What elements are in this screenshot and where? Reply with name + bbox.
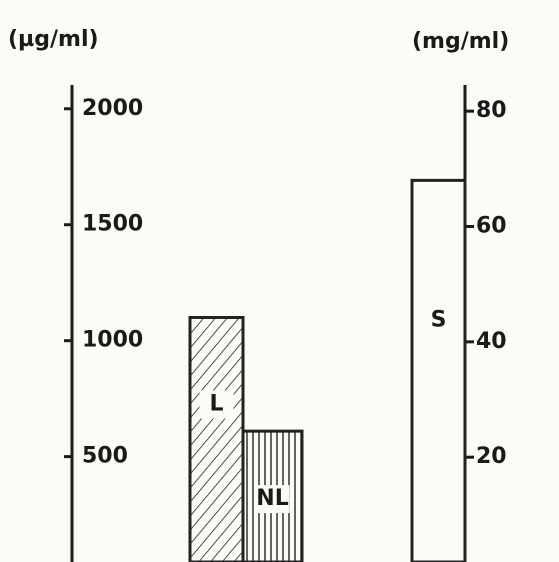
y2-tick-label: 80 bbox=[476, 98, 507, 123]
y-tick-label: 2000 bbox=[82, 96, 143, 121]
y2-tick-label: 40 bbox=[476, 329, 507, 354]
bar-label: L bbox=[209, 391, 223, 416]
y-axis-label: (µg/ml) bbox=[8, 27, 99, 52]
y-tick-label: 1500 bbox=[82, 212, 143, 237]
y2-tick-label: 20 bbox=[476, 444, 507, 469]
bar-label: S bbox=[431, 307, 447, 332]
y-tick-label: 1000 bbox=[82, 328, 143, 353]
y2-tick-label: 60 bbox=[476, 214, 507, 239]
bar bbox=[412, 180, 465, 562]
bar-label: NL bbox=[256, 486, 288, 511]
y-tick-label: 500 bbox=[82, 444, 128, 469]
chart: (µg/ml) (mg/ml) 500 1000 1500 2000 20 40 60 80 L… bbox=[0, 0, 559, 562]
bar bbox=[190, 317, 243, 562]
y2-axis-label: (mg/ml) bbox=[412, 29, 509, 54]
